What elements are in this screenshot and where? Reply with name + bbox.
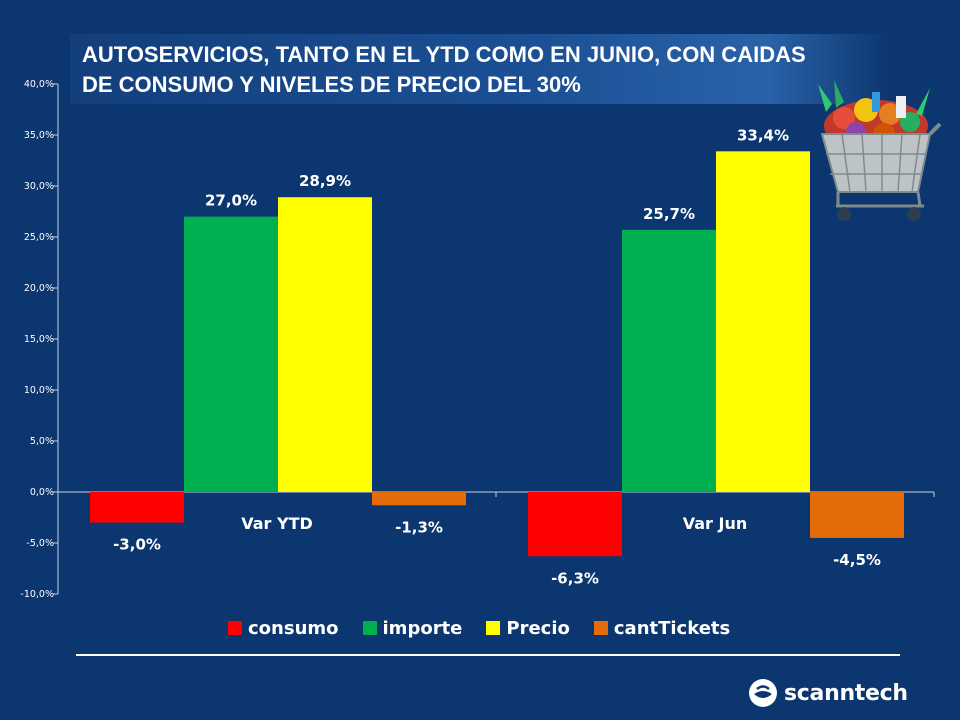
y-tick-label: 25,0% bbox=[24, 232, 54, 243]
y-tick-label: 40,0% bbox=[24, 79, 54, 90]
y-tick-label: -10,0% bbox=[20, 589, 54, 600]
bar-importe bbox=[184, 216, 278, 492]
bar-consumo bbox=[90, 492, 184, 523]
legend-label: Precio bbox=[506, 617, 570, 639]
y-tick-label: -5,0% bbox=[26, 538, 54, 549]
legend-label: cantTickets bbox=[613, 617, 731, 639]
brand-name: scanntech bbox=[784, 680, 908, 706]
category-label: Var YTD bbox=[241, 514, 313, 533]
data-label: 27,0% bbox=[205, 192, 257, 210]
bottom-divider bbox=[76, 654, 900, 656]
data-label: -6,3% bbox=[551, 569, 599, 587]
y-tick-label: 15,0% bbox=[24, 334, 54, 345]
y-tick-label: 5,0% bbox=[30, 436, 54, 447]
data-label: 33,4% bbox=[737, 126, 789, 144]
legend-swatch bbox=[362, 621, 377, 635]
title-band bbox=[70, 34, 890, 104]
legend-swatch bbox=[593, 621, 608, 635]
brand-logo: scanntech bbox=[748, 676, 908, 710]
legend-swatch bbox=[486, 621, 501, 635]
category-label: Var Jun bbox=[683, 514, 748, 533]
legend-swatch bbox=[228, 621, 242, 635]
slide-title: AUTOSERVICIOS, TANTO EN EL YTD COMO EN J… bbox=[82, 42, 806, 97]
data-label: -4,5% bbox=[833, 551, 881, 569]
legend-label: consumo bbox=[248, 617, 339, 639]
legend-item: Precio bbox=[486, 617, 570, 639]
y-tick-label: 30,0% bbox=[24, 181, 54, 192]
data-label: -1,3% bbox=[395, 518, 443, 536]
y-tick-label: 20,0% bbox=[24, 283, 54, 294]
y-tick-label: 35,0% bbox=[24, 130, 54, 141]
y-tick-label: 0,0% bbox=[30, 487, 54, 498]
legend-label: importe bbox=[382, 617, 463, 639]
legend-item: consumo bbox=[228, 618, 339, 639]
chart-legend: consumo importe Precio cantTickets bbox=[228, 616, 730, 640]
bar-canttickets bbox=[372, 492, 466, 506]
legend-item: importe bbox=[362, 617, 463, 639]
bar-precio bbox=[716, 151, 810, 492]
bar-precio bbox=[278, 197, 372, 492]
data-label: 28,9% bbox=[299, 172, 351, 190]
data-label: 25,7% bbox=[643, 205, 695, 223]
scanntech-logo-icon bbox=[749, 679, 777, 707]
y-tick-label: 10,0% bbox=[24, 385, 54, 396]
legend-item: cantTickets bbox=[593, 617, 731, 639]
data-label: -3,0% bbox=[113, 536, 161, 554]
bar-importe bbox=[622, 229, 716, 493]
bar-canttickets bbox=[810, 492, 904, 538]
shopping-cart-icon bbox=[818, 80, 942, 221]
bar-consumo bbox=[528, 492, 622, 557]
